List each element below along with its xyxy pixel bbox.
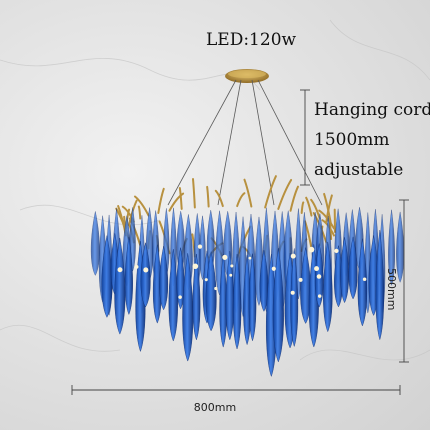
led-glow: [222, 254, 228, 260]
hanging-cord-length-label: 1500mm: [314, 130, 390, 150]
led-glow: [214, 286, 218, 291]
brass-twig: [236, 192, 246, 208]
width-dimension-label: 800mm: [193, 401, 237, 414]
led-glow: [143, 267, 149, 273]
crystal-drop: [140, 242, 151, 308]
crystal-drop: [340, 237, 349, 304]
led-glow: [298, 277, 303, 282]
crystal-drop: [90, 211, 100, 276]
brass-twig: [133, 195, 150, 217]
height-dimension-line: [300, 89, 409, 363]
led-glow: [178, 295, 182, 299]
led-glow: [290, 290, 295, 295]
crystal-drop: [114, 237, 126, 335]
brass-twig: [214, 189, 224, 208]
led-glow: [197, 244, 203, 249]
brass-twig: [305, 196, 313, 217]
hanging-cord-label: Hanging cord:: [314, 100, 430, 120]
crystal-drop: [199, 215, 206, 281]
led-glow: [229, 273, 233, 277]
crystal-drop: [348, 236, 358, 300]
brass-twig: [243, 178, 253, 208]
crystal-drop: [248, 253, 257, 342]
blue-crystal-drops: [90, 207, 405, 378]
led-glow: [117, 267, 123, 273]
crystal-drop: [290, 248, 299, 348]
led-glow: [248, 256, 252, 260]
brass-twig: [192, 178, 196, 209]
led-glow: [230, 264, 234, 268]
led-glow: [192, 263, 199, 270]
led-glow: [362, 277, 367, 282]
brass-twig: [318, 209, 336, 230]
led-glow: [290, 253, 296, 259]
hanging-cords: [167, 79, 323, 206]
crystal-drop: [192, 253, 201, 341]
hanging-cord-adjustable-label: adjustable: [314, 160, 404, 180]
crystal-drop: [124, 236, 133, 316]
crystal-drop: [396, 211, 405, 283]
led-glow: [204, 278, 208, 282]
ceiling-canopy: [225, 69, 269, 83]
brass-twig: [178, 187, 183, 210]
crystal-drop: [375, 229, 385, 341]
crystal-drop: [232, 254, 242, 350]
brass-twig: [289, 185, 299, 212]
crystal-drop: [272, 248, 284, 363]
brass-twig: [277, 178, 293, 210]
brass-twig: [310, 198, 321, 220]
led-glow: [317, 294, 322, 298]
led-glow: [316, 274, 322, 279]
width-dimension-line: [71, 385, 401, 395]
brass-twig: [157, 187, 165, 214]
brass-twig: [264, 175, 277, 209]
crystal-drop: [357, 238, 368, 327]
led-glow: [334, 248, 339, 254]
led-glow: [134, 265, 139, 269]
crystal-drop: [259, 250, 269, 312]
led-glow: [271, 266, 276, 271]
brass-twig: [206, 185, 210, 208]
brass-twig: [137, 205, 142, 220]
brass-twig: [168, 192, 185, 212]
crystal-drop: [388, 209, 395, 286]
crystal-drop: [323, 241, 333, 333]
power-rating-label: LED:120w: [206, 30, 297, 50]
crystal-drop: [159, 246, 169, 311]
crystal-drop: [205, 251, 217, 332]
led-glow: [308, 246, 315, 253]
crystal-drop: [225, 251, 235, 341]
led-glow: [314, 266, 319, 272]
brass-twig: [300, 201, 305, 214]
height-dimension-label: 500mm: [385, 268, 398, 311]
crystal-drop: [182, 253, 194, 362]
crystal-drop: [176, 247, 185, 310]
